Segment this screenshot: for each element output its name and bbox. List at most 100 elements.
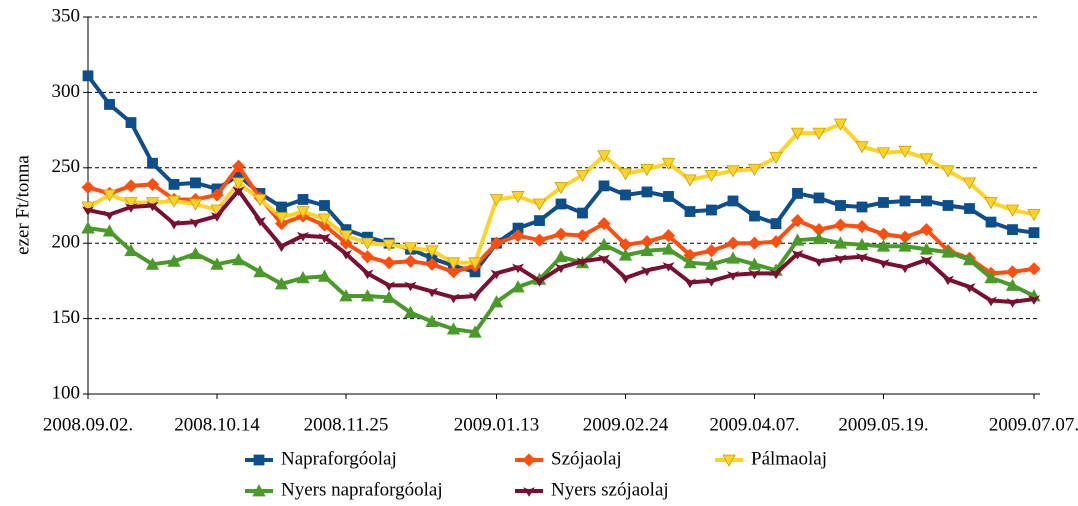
marker	[124, 197, 138, 210]
marker	[533, 277, 546, 287]
marker	[489, 194, 504, 207]
marker	[447, 293, 460, 304]
marker	[1005, 265, 1020, 279]
marker	[532, 198, 547, 211]
marker	[511, 191, 525, 204]
x-tick-label: 2009.02.24	[583, 414, 669, 435]
marker	[81, 180, 95, 194]
marker	[813, 192, 825, 204]
marker	[663, 191, 674, 202]
marker	[554, 227, 568, 241]
marker	[468, 257, 482, 270]
marker	[855, 141, 869, 154]
marker	[339, 230, 353, 243]
marker	[297, 194, 309, 205]
series-line	[86, 74, 1035, 274]
marker	[877, 258, 890, 269]
x-tick-label: 2008.10.14	[174, 414, 260, 435]
marker	[102, 224, 117, 237]
marker	[103, 210, 116, 221]
marker	[899, 263, 911, 274]
marker	[1007, 224, 1018, 236]
marker	[274, 277, 289, 290]
marker	[274, 212, 289, 225]
marker	[618, 248, 633, 261]
marker	[984, 197, 998, 210]
marker	[898, 239, 912, 252]
marker	[81, 221, 95, 234]
marker	[769, 151, 783, 165]
marker	[297, 231, 309, 242]
marker	[124, 243, 138, 257]
marker	[468, 325, 482, 338]
marker	[490, 269, 503, 280]
marker	[317, 269, 332, 282]
marker	[748, 269, 761, 280]
marker	[211, 212, 223, 222]
y-tick-label: 300	[52, 81, 81, 102]
marker	[1005, 278, 1020, 291]
marker	[253, 265, 267, 278]
x-tick-label: 2008.11.25	[304, 414, 389, 435]
x-tick-label: 2009.04.07.	[709, 414, 799, 435]
marker	[898, 145, 912, 159]
marker	[189, 218, 202, 228]
marker	[620, 189, 631, 201]
marker	[403, 254, 418, 268]
marker	[984, 271, 998, 284]
marker	[555, 263, 567, 274]
y-tick-label: 200	[52, 232, 81, 253]
marker	[554, 182, 568, 195]
marker	[425, 245, 439, 258]
marker	[446, 257, 461, 270]
y-tick-label: 150	[52, 307, 81, 328]
marker	[511, 229, 525, 243]
marker	[275, 242, 288, 252]
marker	[575, 169, 590, 183]
marker	[446, 322, 461, 335]
marker	[577, 207, 588, 219]
marker	[683, 255, 697, 269]
marker	[963, 283, 976, 293]
marker	[253, 194, 267, 207]
marker	[102, 189, 117, 202]
marker	[383, 281, 395, 292]
legend-marker	[252, 484, 266, 497]
marker	[125, 117, 137, 128]
legend-marker	[722, 454, 736, 467]
marker	[683, 174, 697, 187]
marker	[834, 254, 847, 265]
marker	[1027, 209, 1041, 222]
marker	[82, 70, 94, 82]
marker	[662, 261, 675, 272]
marker	[146, 201, 159, 212]
y-axis-label: ezer Ft/tonna	[12, 155, 33, 255]
marker	[254, 216, 266, 227]
marker	[404, 281, 417, 292]
marker	[833, 118, 848, 131]
marker	[319, 200, 330, 211]
marker	[124, 179, 138, 193]
marker	[339, 236, 353, 250]
marker	[812, 231, 826, 245]
marker	[791, 249, 804, 260]
marker	[382, 256, 396, 270]
marker	[1006, 298, 1019, 308]
marker	[145, 257, 160, 270]
marker	[360, 237, 375, 251]
x-tick-label: 2009.07.07.	[989, 414, 1078, 435]
marker	[790, 214, 805, 228]
marker	[125, 203, 137, 213]
marker	[167, 254, 181, 267]
marker	[1005, 204, 1020, 217]
legend-marker	[522, 453, 536, 467]
marker	[921, 195, 932, 207]
marker	[704, 244, 719, 258]
marker	[382, 290, 396, 303]
marker	[790, 233, 805, 246]
marker	[661, 157, 676, 171]
legend-marker	[253, 454, 265, 466]
marker	[1028, 295, 1040, 305]
marker	[919, 153, 934, 166]
